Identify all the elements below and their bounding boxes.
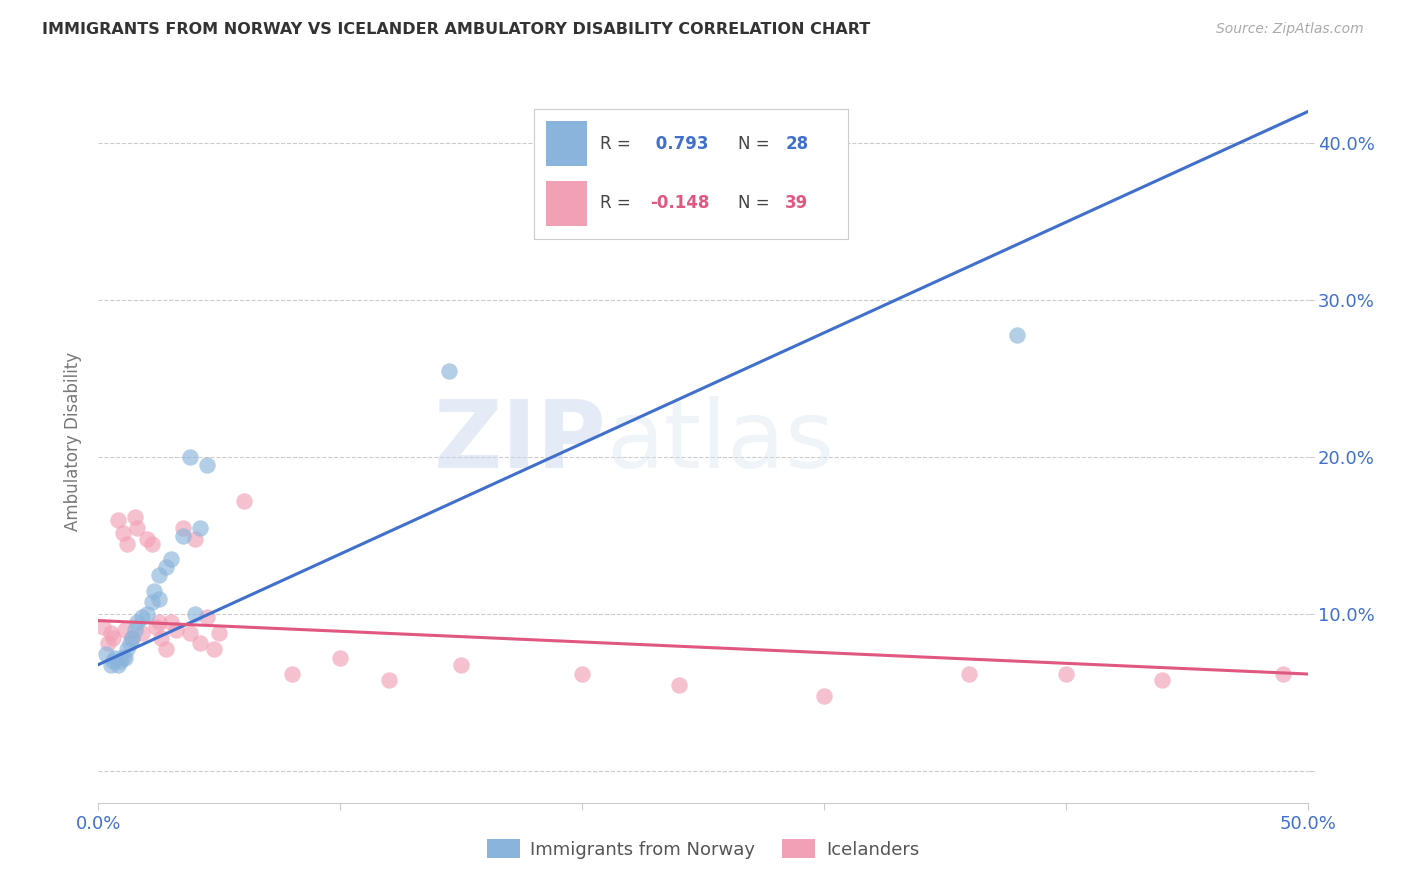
Point — [91, 620, 114, 634]
Point — [148, 615, 170, 630]
Point — [148, 591, 170, 606]
Point — [117, 536, 139, 550]
Text: IMMIGRANTS FROM NORWAY VS ICELANDER AMBULATORY DISABILITY CORRELATION CHART: IMMIGRANTS FROM NORWAY VS ICELANDER AMBU… — [42, 22, 870, 37]
Point — [1054, 667, 1077, 681]
Y-axis label: Ambulatory Disability: Ambulatory Disability — [65, 352, 83, 531]
Point — [118, 635, 141, 649]
Point — [957, 667, 980, 681]
Point — [124, 623, 146, 637]
Point — [172, 521, 194, 535]
Point — [124, 510, 146, 524]
Point — [179, 626, 201, 640]
Point — [127, 521, 149, 535]
Point — [1272, 667, 1295, 681]
Point — [232, 494, 254, 508]
Point — [165, 623, 187, 637]
Point — [172, 529, 194, 543]
Point — [111, 525, 134, 540]
Point — [94, 647, 117, 661]
Point — [195, 458, 218, 472]
Point — [1152, 673, 1174, 688]
Point — [329, 651, 352, 665]
Point — [195, 610, 218, 624]
Legend: Immigrants from Norway, Icelanders: Immigrants from Norway, Icelanders — [479, 832, 927, 866]
Point — [204, 641, 226, 656]
Point — [281, 667, 304, 681]
Point — [114, 651, 136, 665]
Text: ZIP: ZIP — [433, 395, 606, 488]
Point — [107, 513, 129, 527]
Point — [141, 536, 163, 550]
Point — [97, 635, 120, 649]
Point — [108, 655, 131, 669]
Point — [208, 626, 231, 640]
Point — [188, 635, 211, 649]
Point — [100, 657, 122, 672]
Point — [141, 595, 163, 609]
Point — [135, 532, 157, 546]
Point — [184, 532, 207, 546]
Point — [155, 641, 177, 656]
Point — [127, 615, 149, 630]
Point — [121, 631, 143, 645]
Point — [668, 678, 690, 692]
Point — [131, 626, 153, 640]
Point — [121, 631, 143, 645]
Point — [148, 568, 170, 582]
Point — [111, 649, 134, 664]
Point — [135, 607, 157, 622]
Point — [117, 641, 139, 656]
Point — [377, 673, 399, 688]
Point — [101, 631, 124, 645]
Point — [437, 364, 460, 378]
Point — [160, 552, 183, 566]
Point — [1007, 327, 1029, 342]
Text: atlas: atlas — [606, 395, 835, 488]
Point — [155, 560, 177, 574]
Point — [100, 626, 122, 640]
Point — [143, 583, 166, 598]
Point — [450, 657, 472, 672]
Point — [104, 651, 127, 665]
Point — [145, 620, 167, 634]
Point — [188, 521, 211, 535]
Point — [131, 610, 153, 624]
Point — [813, 689, 835, 703]
Point — [184, 607, 207, 622]
Point — [114, 623, 136, 637]
Point — [101, 655, 124, 669]
Point — [107, 657, 129, 672]
Point — [160, 615, 183, 630]
Point — [179, 450, 201, 465]
Point — [150, 631, 173, 645]
Text: Source: ZipAtlas.com: Source: ZipAtlas.com — [1216, 22, 1364, 37]
Point — [571, 667, 593, 681]
